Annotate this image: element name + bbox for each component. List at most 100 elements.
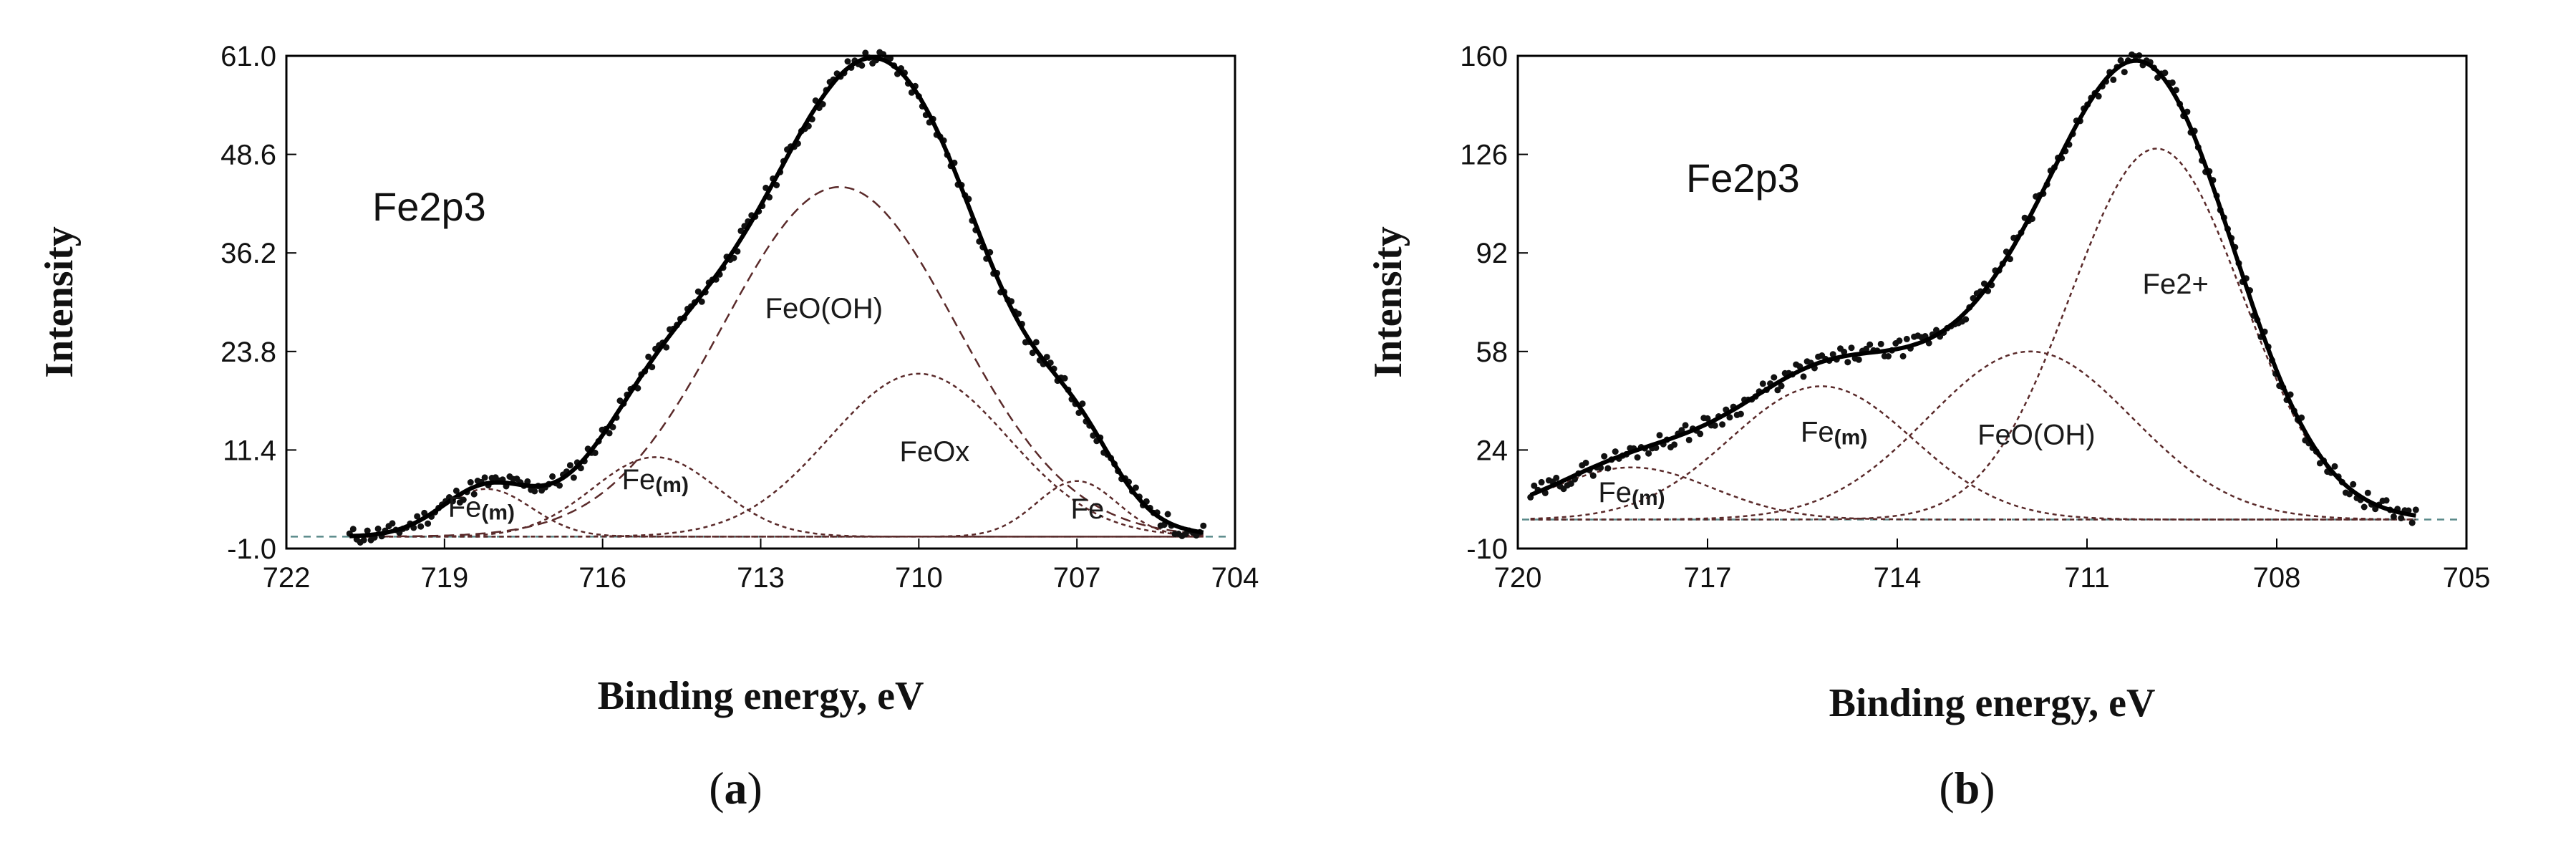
chart-a-ytick-label: 23.8	[221, 337, 276, 368]
chart-b-data-point	[2412, 506, 2419, 513]
chart-a-data-point	[481, 474, 488, 481]
chart-a-peak-label: FeO(OH)	[765, 293, 883, 324]
chart-b-xtick-label: 720	[1494, 562, 1542, 594]
chart-b-data-point	[1719, 421, 1726, 428]
chart-b-data-point	[2383, 497, 2390, 504]
chart-b-data-point	[1855, 356, 1862, 363]
chart-b-component-curve	[1530, 148, 2416, 521]
chart-a-xtick-label: 710	[895, 562, 943, 594]
chart-a-data-point	[1032, 339, 1040, 346]
chart-a-ytick-label: -1.0	[227, 533, 276, 565]
chart-b-xtick-label: 711	[2064, 562, 2110, 594]
chart-a-ytick-label: 61.0	[221, 41, 276, 72]
chart-b-data-point	[2398, 515, 2405, 521]
chart-a-data-point	[645, 353, 652, 360]
chart-a-data-point	[1061, 375, 1068, 382]
chart-a-xtick-label: 707	[1053, 562, 1101, 594]
chart-b-caption-letter: b	[1955, 763, 1980, 813]
chart-a-data-point	[374, 525, 382, 532]
chart-a-xtick-label: 719	[420, 562, 468, 594]
chart-b-data-point	[1704, 415, 1711, 422]
chart-b-peak-label: FeO(OH)	[1977, 419, 2095, 450]
chart-b-peak-label: Fe(m)	[1598, 477, 1665, 510]
chart-b-data-point	[2161, 69, 2169, 77]
chart-a-data-point	[470, 491, 478, 498]
chart-b-data-point	[1829, 351, 1836, 358]
chart-a-data-point	[566, 462, 573, 469]
chart-b-data-point	[1726, 414, 1733, 421]
chart-a-data-point	[844, 58, 851, 65]
chart-a-title: Fe2p3	[372, 184, 486, 229]
chart-b-xtick-label: 708	[2253, 562, 2301, 594]
chart-b-data-point	[1844, 359, 1851, 366]
chart-a-data-point	[349, 526, 357, 533]
chart-a-data-point	[364, 527, 371, 534]
chart-b-data-point	[1866, 341, 1874, 348]
chart-b-peak-label: Fe(m)	[1801, 416, 1867, 449]
chart-a-xlabel: Binding energy, eV	[598, 674, 924, 718]
chart-a-data-point	[1132, 484, 1139, 491]
chart-b-title: Fe2p3	[1686, 155, 1800, 201]
chart-b-data-point	[2110, 76, 2117, 83]
chart-b-data-point	[1682, 422, 1689, 429]
chart-b-data-point	[1634, 454, 1641, 461]
chart-b-xtick-label: 714	[1874, 562, 1922, 594]
chart-a-data-point	[1164, 511, 1171, 518]
chart-b-data-point	[1962, 316, 1970, 323]
chart-b-data-point	[1612, 448, 1619, 455]
chart-b-data-point	[1697, 430, 1704, 438]
chart-b-data-point	[1899, 352, 1907, 359]
chart-b-data-point	[1841, 348, 1848, 355]
chart-a-data-point	[570, 474, 577, 481]
chart-a-data-point	[858, 62, 866, 69]
chart-a-xtick-label: 713	[737, 562, 785, 594]
chart-b-data-point	[1896, 337, 1903, 344]
chart-b-data-point	[1645, 450, 1652, 457]
chart-b-data-point	[1553, 474, 1560, 481]
chart-a-caption-letter: a	[725, 763, 747, 813]
chart-a-data-point	[556, 482, 563, 489]
chart-b-peak-label-sub: (m)	[1632, 486, 1665, 510]
chart-a-data-point	[389, 520, 396, 527]
chart-b-data-point	[1737, 410, 1744, 417]
chart-a-data-point	[1200, 522, 1207, 529]
chart-b-peak-label: Fe2+	[2143, 269, 2209, 300]
chart-a-data-point	[549, 473, 556, 480]
chart-b-frame	[1516, 54, 2468, 550]
chart-b-xlabel: Binding energy, eV	[1829, 681, 2156, 725]
chart-b-ytick-label: 92	[1476, 238, 1509, 269]
chart-b-data-point	[2408, 519, 2416, 526]
chart-b-ytick-label: 160	[1460, 41, 1508, 72]
chart-b-marks	[1522, 51, 2462, 526]
chart-a-caption: (a)	[709, 763, 762, 813]
chart-b-data-point	[1778, 382, 1785, 390]
chart-a-data-point	[452, 487, 460, 494]
chart-b-data-point	[1771, 374, 1778, 381]
chart-a-frame	[285, 54, 1236, 550]
chart-b-data-point	[1774, 387, 1781, 394]
chart-a-data-point	[467, 479, 474, 486]
chart-b-data-point	[1711, 422, 1718, 429]
chart-b-data-point	[1538, 478, 1545, 486]
chart-a-data-point	[417, 523, 425, 530]
chart-a-xtick-label: 722	[263, 562, 311, 594]
chart-b-xtick-label: 717	[1684, 562, 1732, 594]
chart-b-data-point	[1531, 482, 1538, 489]
chart-b-component-curve	[1530, 350, 2416, 521]
chart-b-xtick-label: 705	[2443, 562, 2491, 594]
chart-b-peak-label-sub: (m)	[1834, 425, 1868, 449]
chart-a-peak-label: Fe	[1071, 493, 1105, 525]
chart-a-data-point	[694, 288, 702, 295]
chart-panel-a: Fe2p3 Binding energy, eV Intensity (a) -…	[37, 41, 1259, 813]
chart-a-data-point	[1029, 349, 1036, 357]
chart-a-data-point	[360, 536, 367, 544]
chart-a-component-curve	[349, 456, 1204, 538]
chart-b-data-point	[1601, 453, 1608, 460]
chart-b-data-point	[1582, 459, 1589, 466]
chart-a-data-point	[524, 478, 531, 485]
chart-a-peak-label-sub: (m)	[655, 473, 689, 497]
chart-b-data-point	[2364, 489, 2371, 496]
chart-b-ytick-label: 24	[1476, 435, 1509, 466]
chart-a-ylabel: Intensity	[37, 226, 82, 378]
chart-a-data-point	[606, 430, 613, 437]
